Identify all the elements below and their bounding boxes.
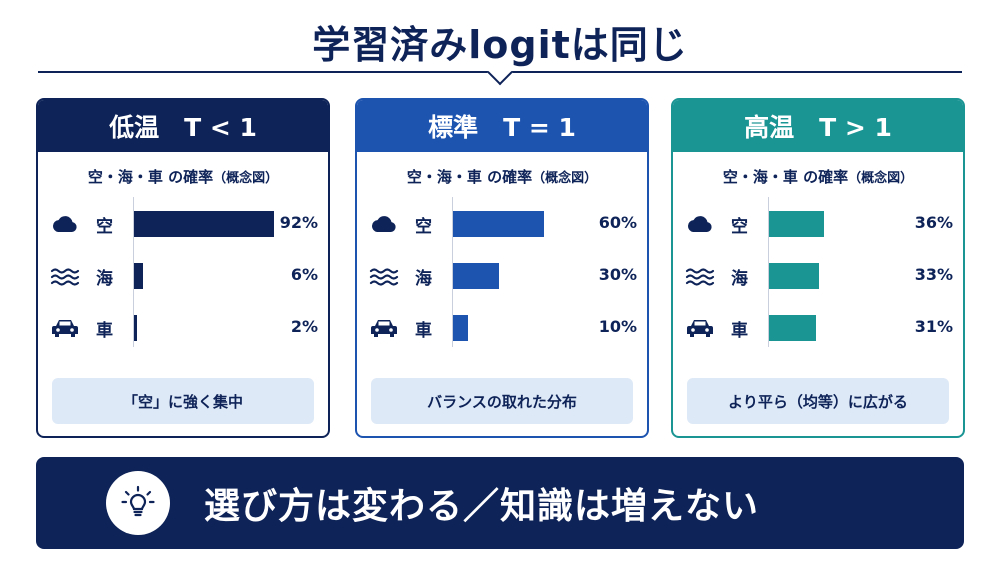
chart-subtitle: 空・海・車 の確率（概念図） [673, 166, 963, 187]
chart-subtitle-note: （概念図） [213, 171, 279, 186]
chart-axis [133, 197, 134, 347]
panel-header: 高温 T > 1 [673, 100, 963, 152]
waves-icon [50, 264, 80, 288]
panel-title: 低温 T < 1 [109, 113, 257, 142]
chart-subtitle-text: 空・海・車 の確率 [722, 168, 849, 186]
footer-text: 選び方は変わる／知識は増えない [204, 486, 760, 527]
cloud-icon [50, 212, 80, 236]
category-label: 空 [415, 217, 432, 237]
chart-row-sea: 海 33% [673, 261, 963, 291]
chart-subtitle-text: 空・海・車 の確率 [87, 168, 214, 186]
chart-row-sea: 海 6% [38, 261, 328, 291]
chart-axis [768, 197, 769, 347]
chart-row-sky: 空 92% [38, 209, 328, 239]
panel-title: 標準 T = 1 [428, 113, 576, 142]
panel-high-temperature: 高温 T > 1 空・海・車 の確率（概念図） 空 36% 海 33% 車 31% より平… [671, 98, 965, 438]
chart-subtitle-note: （概念図） [848, 171, 914, 186]
panel-header: 低温 T < 1 [38, 100, 328, 152]
category-label: 車 [415, 321, 432, 341]
category-label: 海 [415, 269, 432, 289]
panel-caption: より平ら（均等）に広がる [687, 378, 949, 424]
bar [134, 211, 274, 237]
footer-banner: 選び方は変わる／知識は増えない [36, 457, 964, 549]
bar [769, 211, 824, 237]
chart-row-car: 車 31% [673, 313, 963, 343]
waves-icon [369, 264, 399, 288]
bar-chart: 空 60% 海 30% 車 10% [357, 197, 647, 367]
value-label: 36% [914, 213, 953, 232]
panel-title: 高温 T > 1 [744, 113, 892, 142]
chart-row-car: 車 2% [38, 313, 328, 343]
bar [769, 315, 816, 341]
lightbulb-icon-svg [121, 485, 155, 517]
category-label: 海 [96, 269, 113, 289]
panel-caption: 「空」に強く集中 [52, 378, 314, 424]
bar-chart: 空 92% 海 6% 車 2% [38, 197, 328, 367]
chart-subtitle-text: 空・海・車 の確率 [406, 168, 533, 186]
value-label: 2% [290, 317, 318, 336]
value-label: 31% [914, 317, 953, 336]
value-label: 10% [598, 317, 637, 336]
panel-standard-temperature: 標準 T = 1 空・海・車 の確率（概念図） 空 60% 海 30% 車 10% バラン… [355, 98, 649, 438]
category-label: 車 [731, 321, 748, 341]
value-label: 30% [598, 265, 637, 284]
value-label: 92% [279, 213, 318, 232]
panel-low-temperature: 低温 T < 1 空・海・車 の確率（概念図） 空 92% 海 6% 車 2% 「空」に強… [36, 98, 330, 438]
page-title: 学習済みlogitは同じ [312, 23, 688, 67]
lightbulb-icon [106, 471, 170, 535]
bar [134, 263, 143, 289]
category-label: 車 [96, 321, 113, 341]
chart-subtitle-note: （概念図） [532, 171, 598, 186]
car-icon [369, 316, 399, 340]
value-label: 33% [914, 265, 953, 284]
bar [453, 211, 544, 237]
bar [134, 315, 137, 341]
bar [453, 315, 468, 341]
category-label: 海 [731, 269, 748, 289]
panel-caption: バランスの取れた分布 [371, 378, 633, 424]
car-icon [685, 316, 715, 340]
chart-axis [452, 197, 453, 347]
chart-subtitle: 空・海・車 の確率（概念図） [38, 166, 328, 187]
waves-icon [685, 264, 715, 288]
panel-header: 標準 T = 1 [357, 100, 647, 152]
category-label: 空 [731, 217, 748, 237]
chart-row-sky: 空 36% [673, 209, 963, 239]
value-label: 60% [598, 213, 637, 232]
chart-row-sky: 空 60% [357, 209, 647, 239]
chart-subtitle: 空・海・車 の確率（概念図） [357, 166, 647, 187]
cloud-icon [369, 212, 399, 236]
value-label: 6% [290, 265, 318, 284]
cloud-icon [685, 212, 715, 236]
bar-chart: 空 36% 海 33% 車 31% [673, 197, 963, 367]
bar [453, 263, 499, 289]
bar [769, 263, 819, 289]
car-icon [50, 316, 80, 340]
chart-row-car: 車 10% [357, 313, 647, 343]
category-label: 空 [96, 217, 113, 237]
chart-row-sea: 海 30% [357, 261, 647, 291]
